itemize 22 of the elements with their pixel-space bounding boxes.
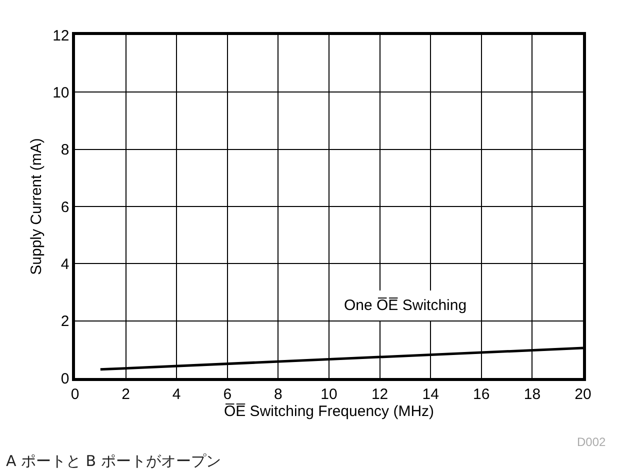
y-tick-label: 10	[52, 84, 70, 102]
x-tick-label: 18	[524, 386, 541, 403]
x-tick-label: 14	[422, 386, 439, 403]
x-tick-label: 4	[172, 386, 181, 403]
y-tick-label: 2	[60, 313, 70, 330]
text: D002	[577, 435, 606, 449]
y-tick-label: 4	[60, 256, 70, 273]
x-tick-label: 16	[473, 386, 490, 403]
text: A ポートと B ポートがオープン	[6, 452, 221, 470]
text: One O̅E̅ Switching	[344, 297, 467, 314]
x-tick-label: 12	[371, 386, 388, 403]
x-axis-title: O̅E̅ Switching Frequency (MHz)	[224, 402, 434, 420]
x-tick-label: 8	[274, 386, 282, 403]
x-tick-label: 10	[320, 386, 338, 403]
y-tick-label: 6	[60, 198, 70, 216]
y-tick-label: 0	[60, 370, 70, 388]
y-axis-title: Supply Current (mA)	[28, 138, 45, 275]
x-tick-label: 6	[223, 386, 232, 403]
x-tick-label: 20	[574, 386, 592, 403]
y-tick-label: 12	[52, 27, 70, 44]
x-tick-label: 2	[122, 386, 130, 403]
y-tick-label: 8	[60, 142, 70, 159]
